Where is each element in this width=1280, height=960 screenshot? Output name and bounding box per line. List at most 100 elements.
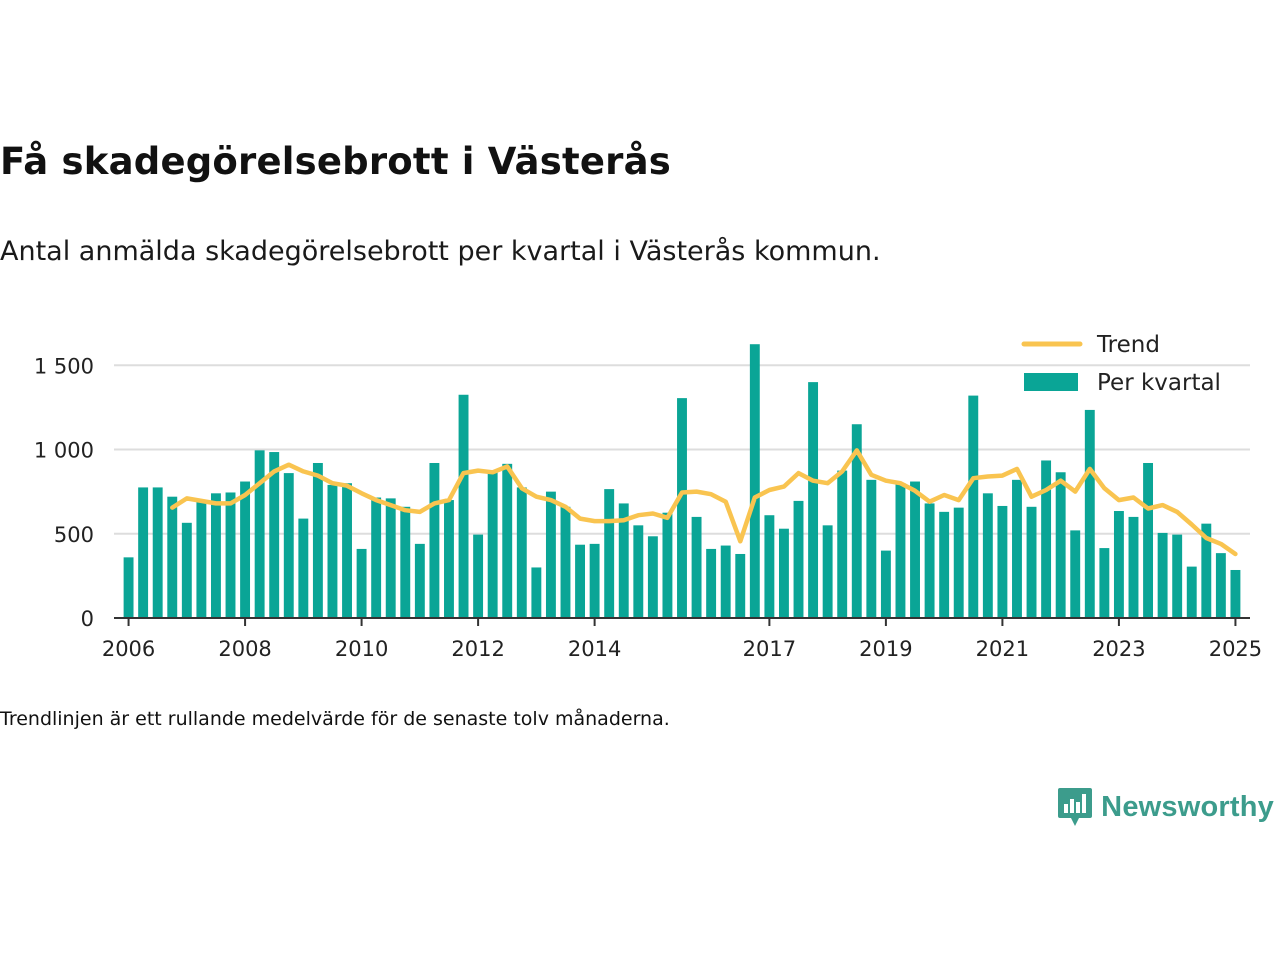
bar	[1172, 534, 1183, 618]
bar	[778, 528, 789, 618]
bar	[531, 567, 542, 618]
footnote: Trendlinjen är ett rullande medelvärde f…	[0, 708, 670, 730]
chart-subtitle: Antal anmälda skadegörelsebrott per kvar…	[0, 236, 881, 267]
chart-title: Få skadegörelsebrott i Västerås	[0, 140, 671, 183]
bar	[167, 496, 178, 618]
x-tick-label: 2006	[102, 637, 155, 661]
y-tick-label: 500	[54, 523, 94, 547]
bar	[982, 493, 993, 618]
bar	[560, 506, 571, 618]
bar	[138, 487, 149, 618]
brand-logo: Newsworthy	[1057, 786, 1274, 828]
bar	[1113, 511, 1124, 618]
bar	[181, 522, 192, 618]
bar	[1201, 523, 1212, 618]
bar	[356, 548, 367, 618]
bar	[473, 534, 484, 618]
bar	[764, 515, 775, 618]
bar	[895, 483, 906, 618]
bar	[604, 489, 615, 618]
bar	[545, 491, 556, 618]
bar	[327, 484, 338, 618]
bar	[968, 395, 979, 618]
bar	[1070, 530, 1081, 618]
trend-layer	[170, 448, 1238, 557]
bar	[152, 487, 163, 618]
bar	[589, 543, 600, 618]
bar	[749, 344, 760, 618]
bars-per-kvartal	[123, 344, 1241, 618]
bar	[1230, 569, 1241, 618]
bar	[429, 462, 440, 618]
x-tick-label: 2021	[976, 637, 1029, 661]
bar	[1041, 460, 1052, 618]
bar	[371, 497, 382, 618]
bar	[502, 463, 513, 618]
bar	[254, 450, 265, 618]
x-tick-label: 2010	[335, 637, 388, 661]
bar	[851, 424, 862, 618]
bar	[1084, 409, 1095, 618]
x-tick-label: 2019	[859, 637, 912, 661]
bar	[1143, 462, 1154, 618]
bar	[618, 503, 629, 618]
legend-swatch-per-kvartal	[1024, 373, 1078, 391]
bar	[414, 543, 425, 618]
bar	[269, 452, 280, 618]
x-axis-ticks: 2006 2008 2010 2012 2014 2017 2019 2021 2023 2025	[102, 618, 1262, 661]
bar	[240, 481, 251, 618]
y-axis-ticks: 0 500 1 000 1 500	[34, 354, 94, 631]
legend-label-per-kvartal: Per kvartal	[1097, 370, 1221, 396]
bar	[910, 481, 920, 618]
bar	[1099, 548, 1110, 618]
bar	[487, 472, 498, 618]
bar	[633, 525, 644, 618]
bar	[735, 553, 746, 618]
bar	[1157, 532, 1168, 618]
bar	[924, 503, 935, 618]
bar	[1186, 566, 1197, 618]
y-tick-label: 0	[81, 607, 94, 631]
bar	[866, 479, 877, 618]
bar	[997, 505, 1008, 618]
bar	[953, 507, 964, 618]
newsworthy-logo-icon	[1058, 788, 1093, 826]
bar	[1026, 506, 1037, 618]
bar	[822, 525, 833, 618]
bar	[210, 493, 221, 618]
bar	[400, 506, 411, 618]
bar	[575, 544, 586, 618]
bar	[298, 518, 309, 618]
bar	[837, 470, 848, 618]
bar	[516, 487, 527, 618]
bar	[1055, 472, 1066, 618]
bar	[196, 501, 207, 618]
x-tick-label: 2017	[743, 637, 796, 661]
bar	[793, 500, 804, 618]
x-tick-label: 2012	[451, 637, 504, 661]
bar	[939, 511, 950, 618]
bar	[691, 516, 702, 618]
bar	[880, 550, 891, 618]
x-tick-label: 2023	[1092, 637, 1145, 661]
bar	[312, 462, 323, 618]
bar	[677, 398, 687, 618]
bar	[706, 548, 717, 618]
x-tick-label: 2014	[568, 637, 621, 661]
x-tick-label: 2008	[218, 637, 271, 661]
bar	[1215, 553, 1226, 618]
bar	[123, 557, 134, 618]
bar	[444, 500, 454, 618]
y-tick-label: 1 000	[34, 439, 94, 463]
bar	[385, 498, 396, 618]
bar	[1012, 479, 1022, 618]
trend-line	[170, 448, 1238, 557]
bar	[720, 545, 731, 618]
legend: Trend Per kvartal	[1021, 332, 1221, 396]
bar	[808, 382, 819, 618]
bar	[225, 492, 236, 618]
bar	[458, 394, 469, 618]
brand-name: Newsworthy	[1101, 790, 1274, 823]
bar	[1128, 516, 1139, 618]
